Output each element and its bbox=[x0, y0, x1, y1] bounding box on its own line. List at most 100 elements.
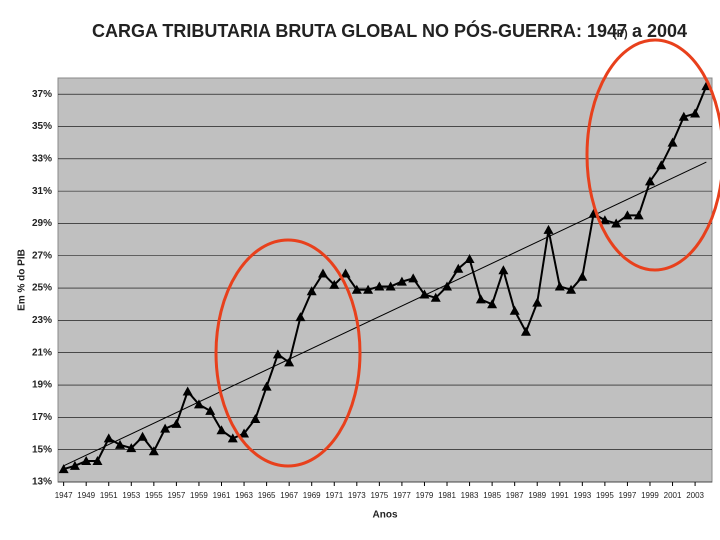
data-marker bbox=[69, 460, 80, 470]
y-tick-label: 33% bbox=[32, 153, 52, 164]
x-tick-label: 1997 bbox=[619, 491, 637, 500]
data-marker bbox=[340, 268, 351, 278]
data-marker bbox=[250, 413, 261, 423]
data-marker bbox=[396, 276, 407, 286]
chart-title-suffix: (P) bbox=[613, 28, 628, 40]
data-marker bbox=[160, 423, 171, 433]
data-marker bbox=[419, 289, 430, 299]
data-marker bbox=[633, 210, 644, 220]
x-tick-label: 1967 bbox=[280, 491, 298, 500]
data-marker bbox=[577, 271, 588, 281]
highlight-ellipse bbox=[585, 38, 720, 272]
x-tick-label: 1949 bbox=[77, 491, 95, 500]
data-marker bbox=[115, 439, 126, 449]
x-tick-label: 1965 bbox=[258, 491, 276, 500]
data-marker bbox=[520, 326, 531, 336]
data-marker bbox=[464, 253, 475, 263]
series-line bbox=[63, 85, 708, 471]
data-marker bbox=[532, 297, 543, 307]
data-marker bbox=[284, 357, 295, 367]
x-tick-label: 1947 bbox=[55, 491, 73, 500]
data-marker bbox=[351, 284, 362, 294]
data-marker bbox=[92, 455, 103, 465]
data-marker bbox=[644, 176, 655, 186]
data-marker bbox=[498, 265, 509, 275]
x-tick-label: 1953 bbox=[122, 491, 140, 500]
data-marker bbox=[272, 349, 283, 359]
x-tick-label: 1975 bbox=[370, 491, 388, 500]
data-marker bbox=[678, 111, 689, 121]
x-tick-label: 1981 bbox=[438, 491, 456, 500]
x-tick-label: 1985 bbox=[483, 491, 501, 500]
data-marker bbox=[148, 446, 159, 456]
highlight-ellipse bbox=[214, 238, 362, 468]
x-tick-label: 1999 bbox=[641, 491, 659, 500]
data-marker bbox=[239, 428, 250, 438]
y-tick-label: 31% bbox=[32, 186, 52, 197]
data-marker bbox=[193, 399, 204, 409]
x-tick-label: 1993 bbox=[573, 491, 591, 500]
data-marker bbox=[329, 279, 340, 289]
chart-title: CARGA TRIBUTARIA BRUTA GLOBAL NO PÓS-GUE… bbox=[92, 20, 687, 41]
data-marker bbox=[622, 210, 633, 220]
y-tick-label: 37% bbox=[32, 89, 52, 100]
x-tick-label: 1961 bbox=[213, 491, 231, 500]
y-tick-label: 17% bbox=[32, 412, 52, 423]
y-tick-label: 19% bbox=[32, 380, 52, 391]
x-tick-label: 1971 bbox=[325, 491, 343, 500]
data-marker bbox=[216, 425, 227, 435]
y-tick-label: 15% bbox=[32, 444, 52, 455]
x-tick-label: 1989 bbox=[528, 491, 546, 500]
data-marker bbox=[611, 218, 622, 228]
data-marker bbox=[430, 292, 441, 302]
x-tick-label: 1977 bbox=[393, 491, 411, 500]
data-marker bbox=[182, 386, 193, 396]
data-marker bbox=[171, 418, 182, 428]
data-marker bbox=[363, 284, 374, 294]
data-marker bbox=[487, 299, 498, 309]
x-tick-label: 2003 bbox=[686, 491, 704, 500]
data-marker bbox=[566, 284, 577, 294]
data-marker bbox=[554, 281, 565, 291]
y-tick-label: 21% bbox=[32, 347, 52, 358]
x-tick-label: 1969 bbox=[303, 491, 321, 500]
data-marker bbox=[261, 381, 272, 391]
data-marker bbox=[103, 433, 114, 443]
x-tick-label: 1955 bbox=[145, 491, 163, 500]
y-tick-label: 13% bbox=[32, 477, 52, 488]
y-axis-label: Em % do PIB bbox=[17, 249, 28, 311]
data-marker bbox=[509, 305, 520, 315]
data-marker bbox=[667, 137, 678, 147]
x-tick-label: 1987 bbox=[506, 491, 524, 500]
data-marker bbox=[656, 160, 667, 170]
x-tick-label: 2001 bbox=[664, 491, 682, 500]
x-axis-label: Anos bbox=[373, 510, 398, 521]
data-marker bbox=[475, 294, 486, 304]
data-marker bbox=[81, 455, 92, 465]
y-tick-label: 35% bbox=[32, 121, 52, 132]
data-marker bbox=[227, 433, 238, 443]
data-marker bbox=[205, 405, 216, 415]
x-tick-label: 1963 bbox=[235, 491, 253, 500]
x-tick-label: 1951 bbox=[100, 491, 118, 500]
plot-area bbox=[57, 77, 713, 483]
x-tick-label: 1957 bbox=[167, 491, 185, 500]
data-marker bbox=[137, 431, 148, 441]
data-marker bbox=[58, 464, 69, 474]
data-marker bbox=[126, 443, 137, 453]
x-tick-label: 1959 bbox=[190, 491, 208, 500]
y-tick-label: 25% bbox=[32, 283, 52, 294]
data-marker bbox=[385, 281, 396, 291]
data-marker bbox=[295, 312, 306, 322]
data-marker bbox=[374, 281, 385, 291]
x-tick-label: 1995 bbox=[596, 491, 614, 500]
trend-line bbox=[63, 161, 707, 467]
data-marker bbox=[306, 286, 317, 296]
data-marker bbox=[690, 108, 701, 118]
data-marker bbox=[317, 268, 328, 278]
x-tick-label: 1979 bbox=[416, 491, 434, 500]
data-marker bbox=[408, 273, 419, 283]
data-marker bbox=[599, 215, 610, 225]
y-tick-label: 27% bbox=[32, 250, 52, 261]
